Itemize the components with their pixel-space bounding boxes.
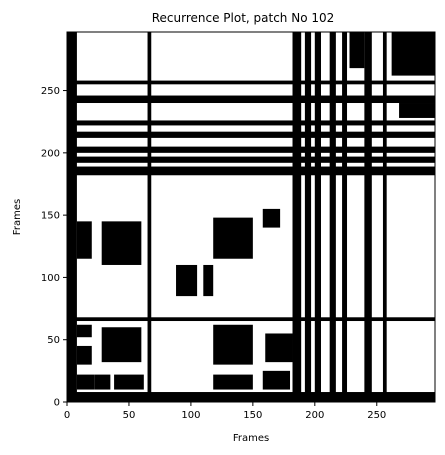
recurrence-block <box>67 156 435 163</box>
recurrence-block <box>314 32 322 402</box>
recurrence-cells <box>67 32 435 402</box>
recurrence-block <box>213 217 253 259</box>
recurrence-block <box>176 264 198 297</box>
recurrence-block <box>203 264 214 297</box>
recurrence-block <box>399 103 435 118</box>
y-tick-label: 200 <box>41 148 60 159</box>
x-tick-label: 150 <box>243 410 262 421</box>
x-tick-label: 0 <box>64 410 70 421</box>
recurrence-block <box>342 32 348 402</box>
x-axis-label: Frames <box>233 433 269 444</box>
y-tick-label: 250 <box>41 86 60 97</box>
x-tick-label: 200 <box>305 410 324 421</box>
x-tick-label: 250 <box>367 410 386 421</box>
recurrence-block <box>329 32 336 402</box>
recurrence-block <box>101 221 142 265</box>
recurrence-block <box>101 327 142 363</box>
recurrence-block <box>76 345 92 365</box>
recurrence-block <box>67 131 435 138</box>
recurrence-block <box>349 32 365 69</box>
recurrence-block <box>265 333 293 363</box>
recurrence-block <box>67 120 435 126</box>
recurrence-block <box>76 221 92 259</box>
recurrence-block <box>213 324 253 365</box>
recurrence-block <box>67 392 435 402</box>
recurrence-block <box>292 32 302 402</box>
recurrence-block <box>114 374 144 390</box>
plot-area <box>66 31 436 403</box>
recurrence-block <box>262 208 281 228</box>
recurrence-block <box>382 32 387 402</box>
x-axis-ticks: 0 50 100 150 200 250 <box>64 402 386 421</box>
y-axis-ticks: 0 50 100 150 200 250 <box>41 86 67 409</box>
recurrence-block <box>67 95 435 104</box>
recurrence-block <box>147 32 152 402</box>
recurrence-block <box>76 324 92 338</box>
recurrence-block <box>67 317 435 322</box>
x-tick-label: 50 <box>123 410 136 421</box>
plot-frame <box>66 31 436 403</box>
y-tick-label: 100 <box>41 273 60 284</box>
x-tick-label: 100 <box>181 410 200 421</box>
recurrence-block <box>94 374 111 390</box>
chart-title: Recurrence Plot, patch No 102 <box>152 11 335 25</box>
recurrence-block <box>391 32 435 76</box>
recurrence-block <box>364 32 372 402</box>
recurrence-block <box>262 370 291 390</box>
y-tick-label: 50 <box>47 335 60 346</box>
y-tick-label: 0 <box>54 398 60 409</box>
recurrence-block <box>67 166 435 176</box>
recurrence-block <box>304 32 312 402</box>
y-tick-label: 150 <box>41 211 60 222</box>
recurrence-block <box>67 80 435 85</box>
recurrence-block <box>67 146 435 153</box>
recurrence-block <box>213 374 253 390</box>
recurrence-block <box>67 32 77 402</box>
y-axis-label: Frames <box>12 199 23 235</box>
recurrence-block <box>76 374 95 390</box>
